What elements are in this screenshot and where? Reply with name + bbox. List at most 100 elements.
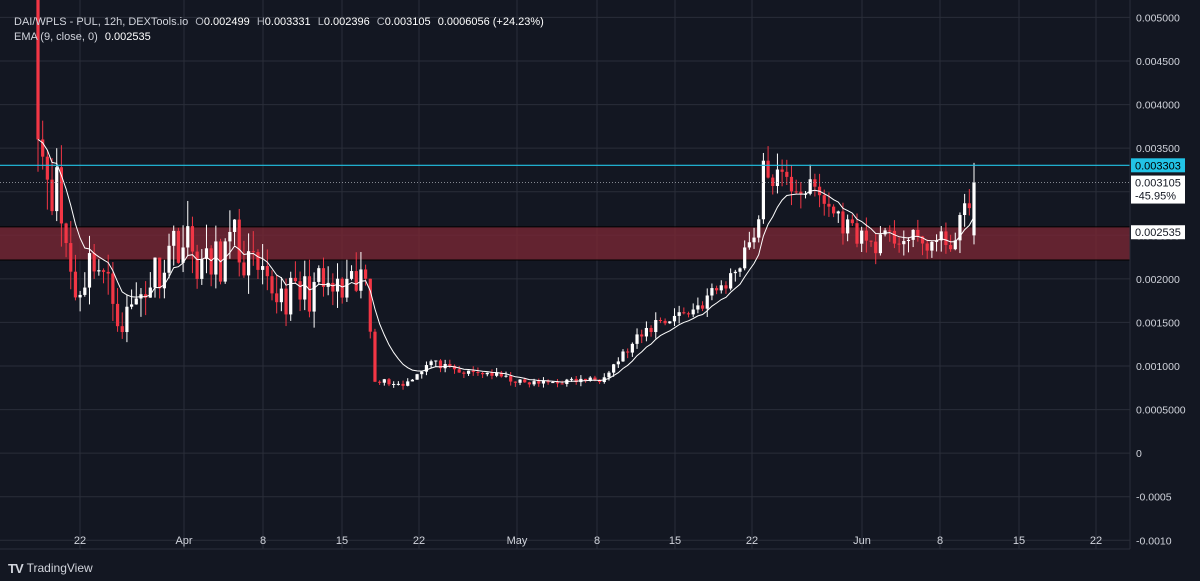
candle-body (298, 281, 302, 300)
price-tick-label: 0.001000 (1136, 361, 1180, 373)
candle-body (471, 370, 475, 373)
current-change-text: -45.95% (1135, 191, 1176, 203)
current-price-text: 0.003105 (1135, 178, 1181, 190)
candle-body (644, 327, 648, 337)
candle-body (668, 321, 672, 324)
candle-body (36, 0, 40, 140)
candle-body (911, 229, 915, 240)
candle-body (368, 278, 372, 332)
candle-body (649, 327, 653, 333)
candle-body (738, 268, 742, 272)
candle-body (307, 276, 312, 312)
hline-price-tag (1131, 158, 1185, 173)
candle-body (45, 156, 49, 180)
candle-body (289, 277, 293, 315)
candle-body (916, 229, 920, 237)
time-tick-label: 15 (669, 535, 681, 547)
candle-body (490, 372, 494, 376)
candle-body (335, 278, 340, 292)
price-tick-label: 0.004500 (1136, 56, 1180, 68)
candle-body (476, 372, 480, 374)
candle-body (495, 372, 499, 376)
candle-body (92, 253, 96, 272)
candle-body (115, 303, 120, 327)
candle-body (813, 179, 817, 187)
candle-body (607, 372, 611, 378)
candle-body (560, 383, 564, 385)
candle-body (588, 377, 592, 381)
symbol-label[interactable]: DAI/WPLS - PUL, 12h, DEXTools.io (14, 16, 189, 28)
price-tick-label: 0.001500 (1136, 317, 1180, 329)
candle-body (635, 334, 639, 344)
candle-body (888, 230, 892, 232)
candle-body (349, 271, 354, 279)
candle-body (181, 247, 185, 263)
candle-body (223, 241, 227, 282)
candle-body (144, 294, 148, 298)
candle-body (125, 306, 129, 333)
candle-body (640, 334, 644, 337)
candle-body (312, 281, 316, 312)
current-price-tag (1131, 175, 1185, 204)
candle-body (158, 257, 162, 289)
candle-body (424, 365, 429, 372)
candle-body (729, 273, 733, 289)
candle-body (509, 375, 513, 382)
tradingview-branding[interactable]: TV TradingView (8, 560, 93, 576)
time-tick-label: 15 (336, 535, 348, 547)
candle-body (864, 230, 868, 241)
candle-body (359, 269, 363, 291)
candle-body (406, 381, 410, 386)
candle-body (972, 182, 976, 236)
candle-body (569, 378, 574, 380)
candle-body (630, 343, 634, 353)
candle-body (963, 203, 967, 216)
candle-body (766, 160, 770, 178)
candle-body (237, 219, 241, 263)
candle-body (162, 272, 166, 289)
candle-body (284, 288, 288, 315)
time-axis: 22 Apr 8 15 22 May 8 15 22 Jun 8 15 22 (74, 535, 1102, 547)
candle-body (317, 268, 321, 282)
candle-body (715, 288, 719, 291)
candle-body (134, 298, 138, 305)
candle-body (354, 271, 358, 291)
candle-body (775, 169, 780, 187)
candle-body (541, 380, 546, 384)
candle-body (176, 230, 180, 263)
price-tick-label: 0.004000 (1136, 100, 1180, 112)
candle-body (850, 219, 854, 224)
candle-body (939, 231, 943, 241)
candle-body (209, 248, 213, 275)
candle-body (846, 219, 850, 234)
time-tick-label: 8 (260, 535, 266, 547)
candle-body (752, 237, 756, 243)
candle-body (401, 383, 405, 386)
candle-body (420, 371, 424, 375)
candle-body (78, 294, 82, 298)
brand-label: TradingView (26, 561, 93, 575)
candle-body (111, 273, 115, 304)
candle-body (574, 378, 578, 383)
time-tick-label: 8 (594, 535, 600, 547)
candle-body (583, 378, 588, 381)
ema-legend-row[interactable]: EMA (9, close, 0) 0.002535 (14, 30, 544, 45)
candle-body (97, 270, 101, 272)
candle-body (944, 231, 948, 246)
candle-body (504, 375, 508, 377)
ema-label: EMA (9, close, 0) (14, 31, 98, 43)
candle-body (700, 305, 705, 309)
candle-body (101, 270, 106, 272)
time-tick-label: 22 (1090, 535, 1102, 547)
candle-body (920, 236, 925, 244)
ohlc-legend-row: DAI/WPLS - PUL, 12h, DEXTools.io O0.0024… (14, 15, 544, 30)
candles (36, 0, 976, 390)
candle-body (663, 320, 667, 324)
candle-body (50, 179, 54, 212)
candle-body (228, 231, 232, 242)
candle-body (682, 312, 686, 314)
high-value: 0.003331 (264, 16, 311, 28)
candle-body (279, 288, 283, 303)
time-tick-label: 22 (413, 535, 425, 547)
